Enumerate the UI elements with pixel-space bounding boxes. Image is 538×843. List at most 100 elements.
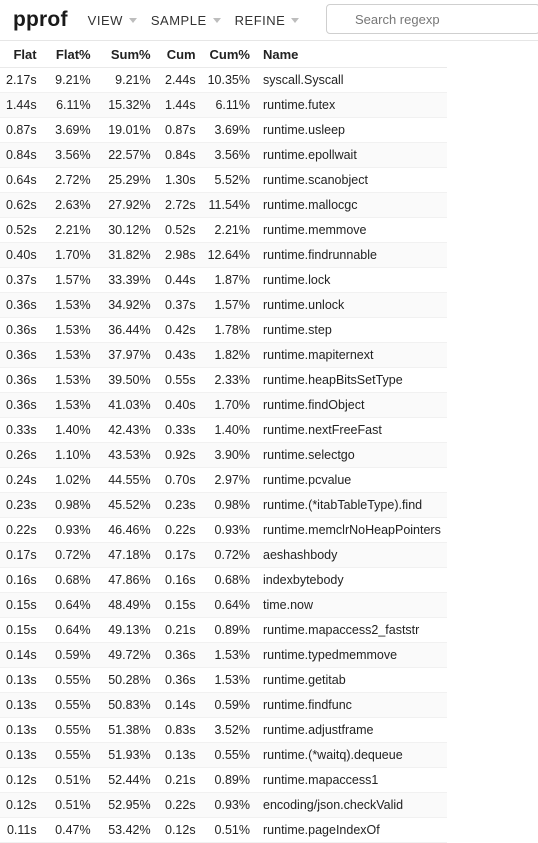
- cell-sum-pct: 9.21%: [96, 67, 157, 93]
- table-row[interactable]: 0.64s 2.72% 25.29% 1.30s 5.52% runtime.scanob…: [0, 167, 447, 193]
- cell-cum-pct: 0.89%: [201, 767, 256, 793]
- table-row[interactable]: 0.62s 2.63% 27.92% 2.72s 11.54% runtime.mallo…: [0, 192, 447, 218]
- cell-cum: 0.23s: [156, 492, 202, 518]
- cell-flat-pct: 0.93%: [42, 517, 97, 543]
- cell-name: aeshashbody: [256, 542, 447, 568]
- cell-cum-pct: 1.53%: [201, 642, 256, 668]
- cell-cum: 0.21s: [156, 767, 202, 793]
- cell-sum-pct: 36.44%: [96, 317, 157, 343]
- sample-menu[interactable]: SAMPLE: [151, 13, 221, 28]
- column-header-flat[interactable]: Flat: [0, 41, 43, 68]
- cell-cum: 0.21s: [156, 617, 202, 643]
- cell-cum: 0.15s: [156, 592, 202, 618]
- table-row[interactable]: 0.87s 3.69% 19.01% 0.87s 3.69% runtime.usleep: [0, 117, 447, 143]
- cell-name: runtime.getitab: [256, 667, 447, 693]
- table-row[interactable]: 0.12s 0.51% 52.44% 0.21s 0.89% runtime.mapacc…: [0, 767, 447, 793]
- cell-cum: 0.43s: [156, 342, 202, 368]
- table-row[interactable]: 0.22s 0.93% 46.46% 0.22s 0.93% runtime.memclr…: [0, 517, 447, 543]
- cell-flat-pct: 1.10%: [42, 442, 97, 468]
- cell-cum: 0.36s: [156, 642, 202, 668]
- cell-flat-pct: 3.69%: [42, 117, 97, 143]
- table-row[interactable]: 0.84s 3.56% 22.57% 0.84s 3.56% runtime.epollw…: [0, 142, 447, 168]
- table-row[interactable]: 0.15s 0.64% 48.49% 0.15s 0.64% time.now: [0, 592, 447, 618]
- cell-name: runtime.mapaccess1: [256, 767, 447, 793]
- table-row[interactable]: 0.11s 0.47% 53.42% 0.12s 0.51% runtime.pageIn…: [0, 817, 447, 843]
- cell-cum: 0.52s: [156, 217, 202, 243]
- cell-name: runtime.pcvalue: [256, 467, 447, 493]
- cell-flat-pct: 0.98%: [42, 492, 97, 518]
- table-row[interactable]: 0.36s 1.53% 39.50% 0.55s 2.33% runtime.heapBi…: [0, 367, 447, 393]
- cell-flat: 0.24s: [0, 467, 43, 493]
- cell-flat-pct: 0.47%: [42, 817, 97, 843]
- table-row[interactable]: 0.24s 1.02% 44.55% 0.70s 2.97% runtime.pcvalu…: [0, 467, 447, 493]
- view-menu[interactable]: VIEW: [88, 13, 137, 28]
- cell-sum-pct: 15.32%: [96, 92, 157, 118]
- table-row[interactable]: 0.13s 0.55% 51.38% 0.83s 3.52% runtime.adjust…: [0, 717, 447, 743]
- cell-flat-pct: 0.59%: [42, 642, 97, 668]
- cell-name: runtime.unlock: [256, 292, 447, 318]
- cell-flat-pct: 0.55%: [42, 717, 97, 743]
- table-row[interactable]: 0.14s 0.59% 49.72% 0.36s 1.53% runtime.typedm…: [0, 642, 447, 668]
- profile-table: Flat Flat% Sum% Cum Cum% Name 2.17s 9.21% 9.21%…: [0, 41, 447, 843]
- table-row[interactable]: 0.13s 0.55% 51.93% 0.13s 0.55% runtime.(*wait…: [0, 742, 447, 768]
- cell-flat: 0.13s: [0, 742, 43, 768]
- cell-flat: 0.11s: [0, 817, 43, 843]
- table-row[interactable]: 0.37s 1.57% 33.39% 0.44s 1.87% runtime.lock: [0, 267, 447, 293]
- cell-flat: 0.37s: [0, 267, 43, 293]
- column-header-name[interactable]: Name: [256, 41, 447, 68]
- cell-cum-pct: 6.11%: [201, 92, 256, 118]
- table-row[interactable]: 0.13s 0.55% 50.28% 0.36s 1.53% runtime.getita…: [0, 667, 447, 693]
- cell-sum-pct: 50.28%: [96, 667, 157, 693]
- cell-sum-pct: 45.52%: [96, 492, 157, 518]
- table-row[interactable]: 0.26s 1.10% 43.53% 0.92s 3.90% runtime.select…: [0, 442, 447, 468]
- table-row[interactable]: 0.52s 2.21% 30.12% 0.52s 2.21% runtime.memmov…: [0, 217, 447, 243]
- table-row[interactable]: 0.16s 0.68% 47.86% 0.16s 0.68% indexbytebody: [0, 567, 447, 593]
- table-row[interactable]: 0.17s 0.72% 47.18% 0.17s 0.72% aeshashbody: [0, 542, 447, 568]
- table-row[interactable]: 0.33s 1.40% 42.43% 0.33s 1.40% runtime.nextFr…: [0, 417, 447, 443]
- cell-name: runtime.(*itabTableType).find: [256, 492, 447, 518]
- table-row[interactable]: 0.13s 0.55% 50.83% 0.14s 0.59% runtime.findfu…: [0, 692, 447, 718]
- cell-cum: 0.22s: [156, 517, 202, 543]
- chevron-down-icon: [128, 17, 137, 23]
- cell-cum: 0.22s: [156, 792, 202, 818]
- table-row[interactable]: 2.17s 9.21% 9.21% 2.44s 10.35% syscall.Syscal…: [0, 67, 447, 93]
- cell-flat-pct: 1.40%: [42, 417, 97, 443]
- table-row[interactable]: 0.36s 1.53% 36.44% 0.42s 1.78% runtime.step: [0, 317, 447, 343]
- cell-flat-pct: 1.53%: [42, 292, 97, 318]
- table-row[interactable]: 0.40s 1.70% 31.82% 2.98s 12.64% runtime.findr…: [0, 242, 447, 268]
- cell-flat: 0.13s: [0, 692, 43, 718]
- cell-cum-pct: 0.64%: [201, 592, 256, 618]
- table-header-row: Flat Flat% Sum% Cum Cum% Name: [0, 41, 447, 68]
- cell-flat-pct: 2.72%: [42, 167, 97, 193]
- cell-cum-pct: 0.89%: [201, 617, 256, 643]
- column-header-cum[interactable]: Cum: [156, 41, 202, 68]
- table-row[interactable]: 0.15s 0.64% 49.13% 0.21s 0.89% runtime.mapacc…: [0, 617, 447, 643]
- cell-cum-pct: 3.90%: [201, 442, 256, 468]
- cell-sum-pct: 33.39%: [96, 267, 157, 293]
- column-header-flat-pct[interactable]: Flat%: [42, 41, 97, 68]
- table-row[interactable]: 0.36s 1.53% 37.97% 0.43s 1.82% runtime.mapite…: [0, 342, 447, 368]
- table-row[interactable]: 1.44s 6.11% 15.32% 1.44s 6.11% runtime.futex: [0, 92, 447, 118]
- cell-sum-pct: 50.83%: [96, 692, 157, 718]
- cell-sum-pct: 51.93%: [96, 742, 157, 768]
- cell-cum-pct: 12.64%: [201, 242, 256, 268]
- cell-name: runtime.heapBitsSetType: [256, 367, 447, 393]
- cell-flat-pct: 1.02%: [42, 467, 97, 493]
- cell-cum-pct: 10.35%: [201, 67, 256, 93]
- table-row[interactable]: 0.36s 1.53% 41.03% 0.40s 1.70% runtime.findOb…: [0, 392, 447, 418]
- refine-menu[interactable]: REFINE: [235, 13, 300, 28]
- cell-sum-pct: 37.97%: [96, 342, 157, 368]
- column-header-sum-pct[interactable]: Sum%: [96, 41, 157, 68]
- cell-flat-pct: 2.63%: [42, 192, 97, 218]
- cell-flat: 0.33s: [0, 417, 43, 443]
- search-input[interactable]: [326, 4, 538, 34]
- table-row[interactable]: 0.12s 0.51% 52.95% 0.22s 0.93% encoding/json.…: [0, 792, 447, 818]
- cell-flat: 0.13s: [0, 667, 43, 693]
- table-body: 2.17s 9.21% 9.21% 2.44s 10.35% syscall.Syscal…: [0, 67, 447, 843]
- column-header-cum-pct[interactable]: Cum%: [201, 41, 256, 68]
- cell-sum-pct: 48.49%: [96, 592, 157, 618]
- cell-name: encoding/json.checkValid: [256, 792, 447, 818]
- cell-flat: 0.36s: [0, 292, 43, 318]
- table-row[interactable]: 0.23s 0.98% 45.52% 0.23s 0.98% runtime.(*itab…: [0, 492, 447, 518]
- table-row[interactable]: 0.36s 1.53% 34.92% 0.37s 1.57% runtime.unlock: [0, 292, 447, 318]
